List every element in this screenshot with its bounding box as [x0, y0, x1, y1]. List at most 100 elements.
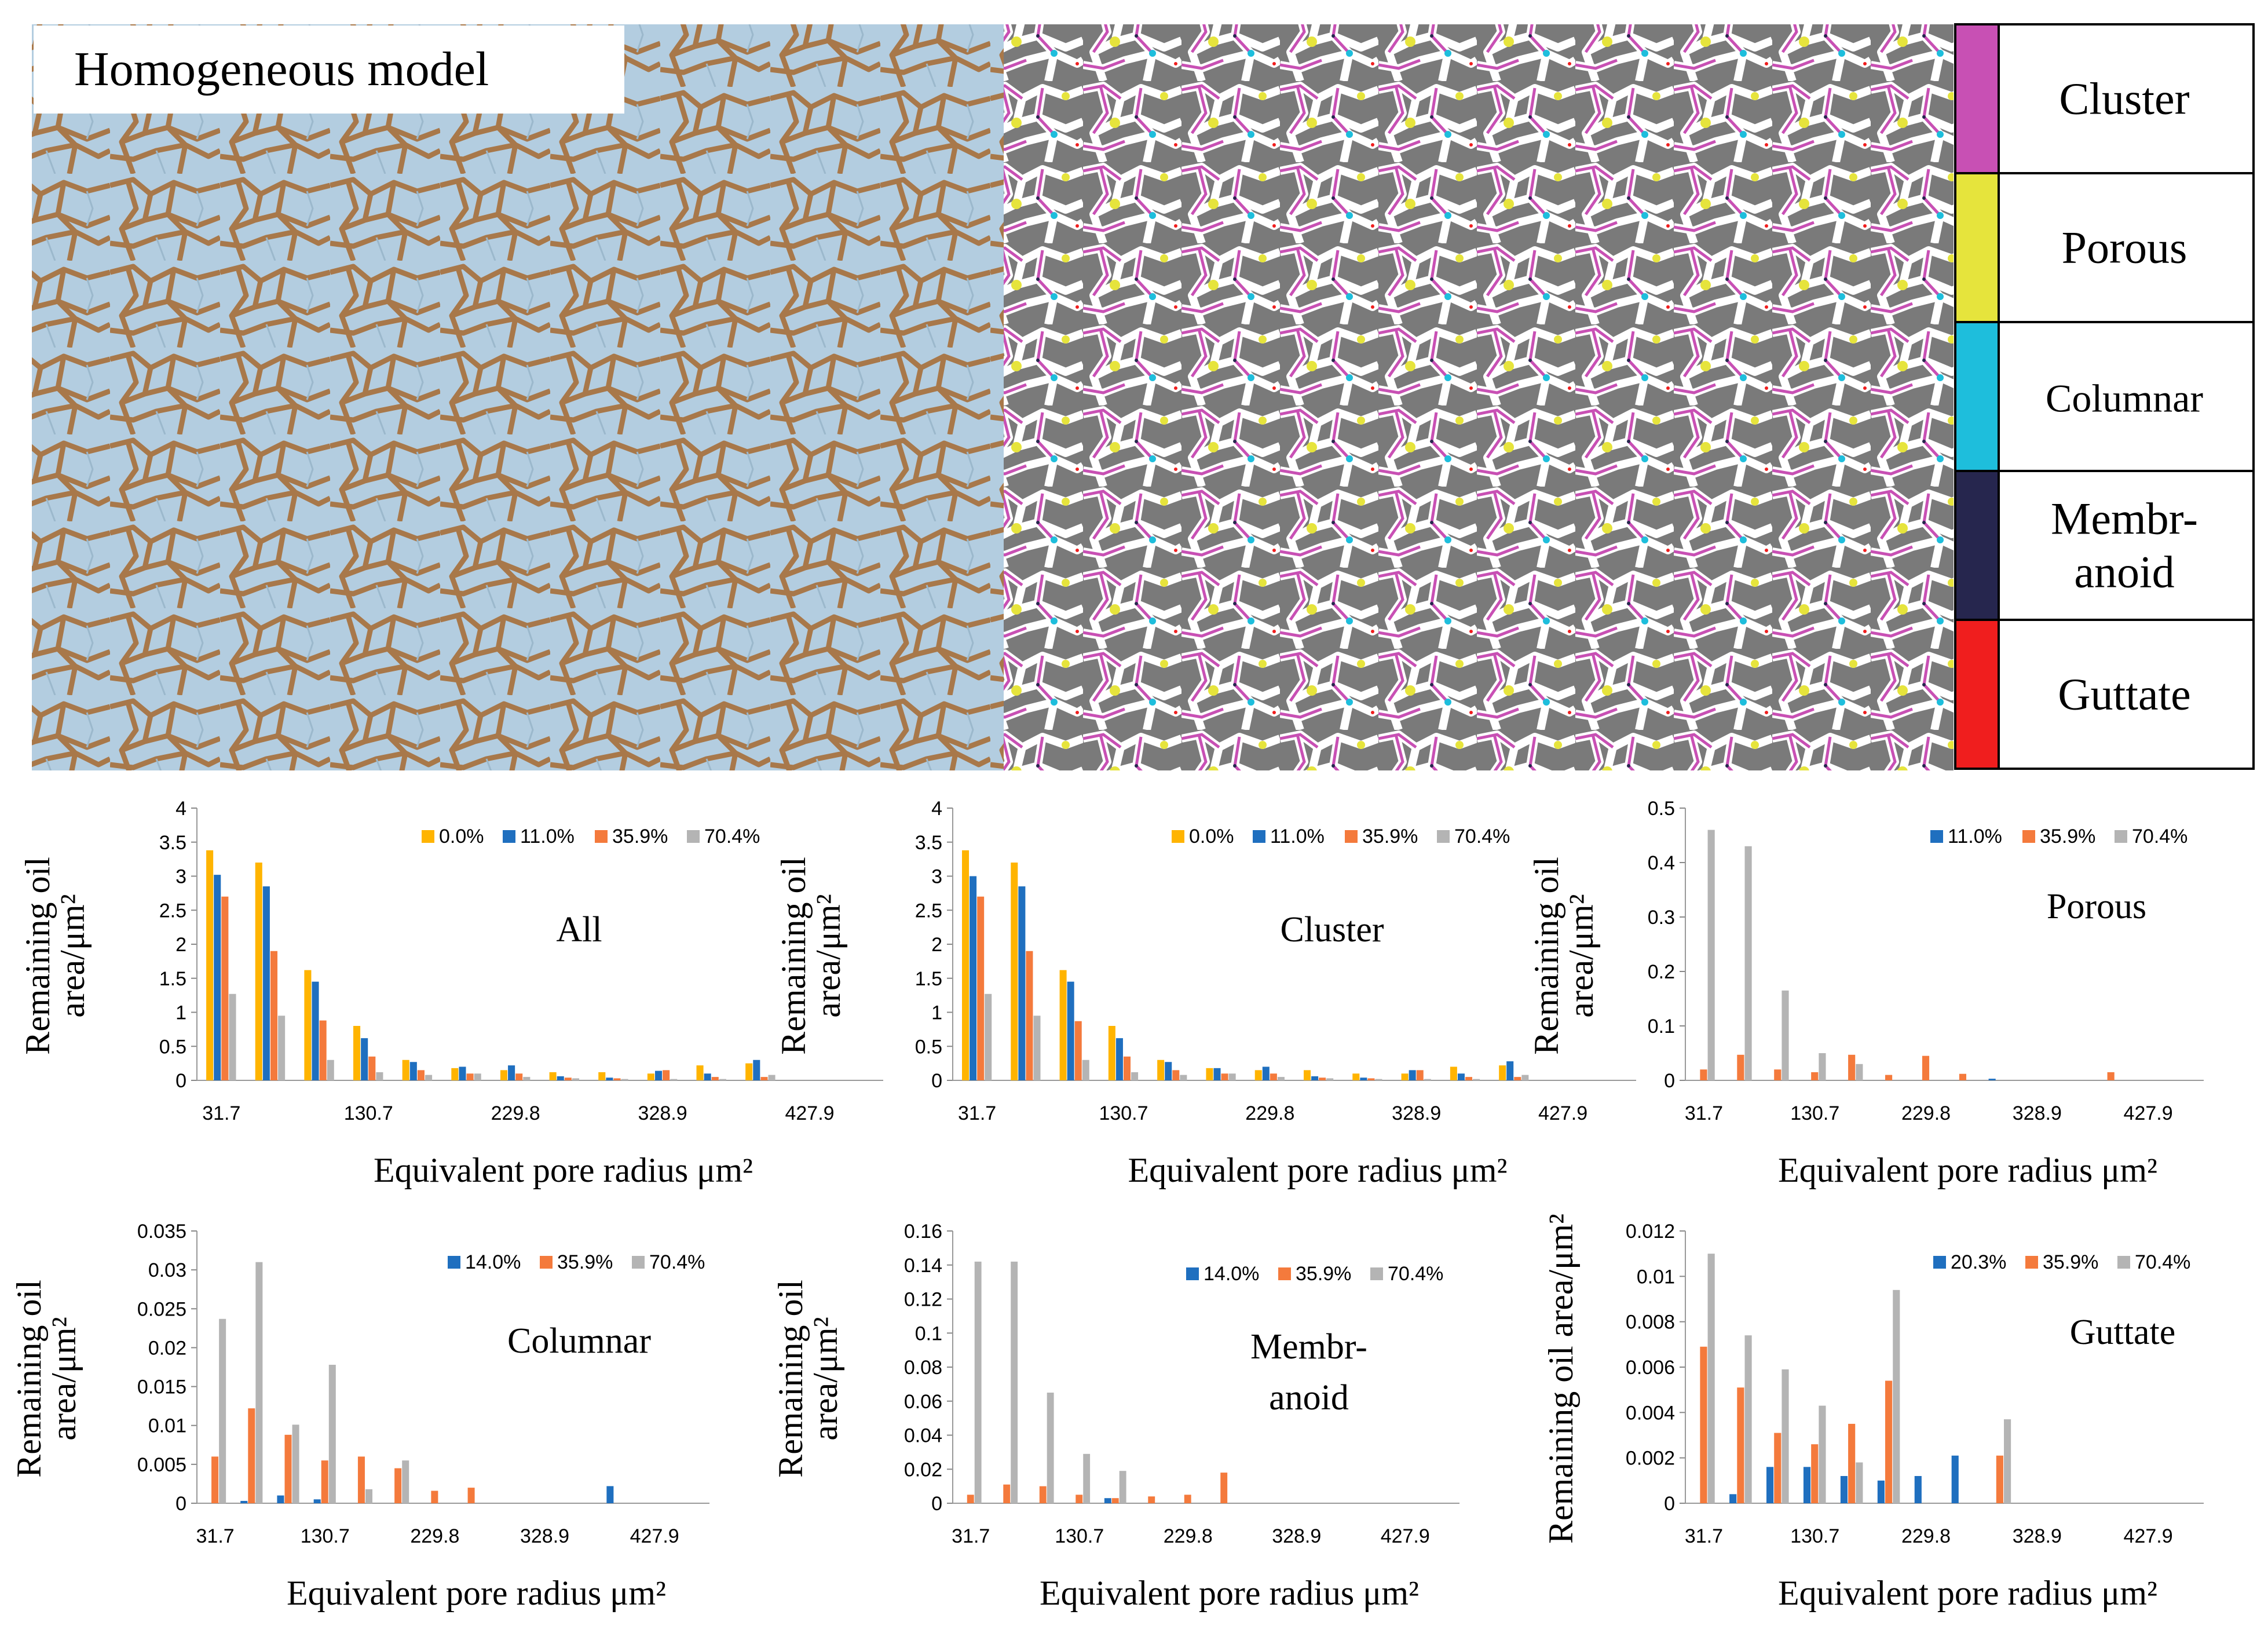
y-tick-label: 3 [931, 866, 942, 888]
bar-110-4 [409, 1062, 417, 1080]
bar-00-7 [1304, 1070, 1311, 1080]
y-tick-label: 0.5 [915, 1036, 942, 1058]
y-tick-label: 0.14 [904, 1255, 942, 1277]
y-tick-label: 0.002 [1626, 1448, 1675, 1470]
bar-110-8 [606, 1077, 613, 1080]
y-tick-label: 2.5 [159, 900, 186, 922]
bar-110-3 [1115, 1038, 1123, 1080]
y-tick-label: 0.2 [1648, 961, 1675, 983]
bar-00-3 [1108, 1026, 1115, 1080]
bar-00-0 [206, 850, 214, 1080]
y-tick-label: 0.02 [904, 1459, 942, 1481]
y-tick-label: 1.5 [159, 968, 186, 990]
legend-label-1: Porous [2062, 222, 2187, 273]
legend-cell-0 [1998, 23, 2255, 174]
legend-swatch-4 [1954, 619, 2000, 770]
bar-00-9 [647, 1073, 654, 1080]
bar-704-8 [621, 1079, 628, 1080]
bar-359-4 [417, 1070, 425, 1080]
bar-359-5 [466, 1073, 474, 1080]
bar-140-4 [1104, 1498, 1111, 1503]
bar-359-0 [1700, 1069, 1707, 1080]
classified-pore-map [1004, 24, 1954, 770]
x-tick-label: 130.7 [1099, 1102, 1148, 1124]
bar-359-3 [1124, 1056, 1131, 1080]
bar-00-5 [451, 1068, 459, 1080]
bar-359-3 [321, 1460, 328, 1503]
y-axis-label: Remaining oil [774, 857, 813, 1055]
x-tick-label: 427.9 [2124, 1525, 2173, 1547]
y-tick-label: 2.5 [915, 900, 942, 922]
bar-704-2 [1047, 1393, 1054, 1503]
x-tick-label: 130.7 [344, 1102, 393, 1124]
top-figure: Homogeneous model Cluster Porous Columnar M… [32, 23, 2255, 770]
bar-359-7 [467, 1488, 475, 1503]
x-tick-label: 328.9 [1272, 1525, 1321, 1547]
legend-entry: 14.0% [465, 1251, 521, 1273]
bar-704-6 [1277, 1077, 1285, 1080]
legend-marker [632, 1256, 645, 1269]
y-tick-label: 0.008 [1626, 1311, 1675, 1334]
bar-359-6 [1922, 1055, 1930, 1080]
x-tick-label: 229.8 [1245, 1102, 1294, 1124]
legend-label-0: Cluster [2059, 74, 2189, 124]
legend-marker [595, 830, 608, 843]
legend-entry: 70.4% [704, 825, 760, 847]
x-tick-label: 427.9 [1538, 1102, 1587, 1124]
bar-00-6 [500, 1070, 508, 1080]
bar-110-8 [1988, 1079, 1996, 1080]
legend-entry: 35.9% [612, 825, 668, 847]
bar-704-3 [1131, 1072, 1139, 1080]
bar-110-0 [214, 875, 221, 1080]
bar-359-5 [1221, 1073, 1228, 1080]
bar-704-4 [425, 1075, 433, 1080]
bar-110-10 [1457, 1073, 1465, 1080]
bar-203-4 [1840, 1476, 1848, 1503]
bar-00-8 [1352, 1073, 1360, 1080]
legend-marker [1437, 830, 1450, 843]
bar-704-1 [1744, 846, 1752, 1080]
chart-title: Columnar [507, 1321, 651, 1361]
legend-marker [1172, 830, 1184, 843]
bar-110-8 [1360, 1077, 1367, 1080]
bar-704-2 [1782, 1369, 1789, 1503]
bar-359-10 [1465, 1077, 1473, 1080]
y-axis-label: Remaining oil area/μm² [1542, 1214, 1580, 1544]
y-tick-label: 0 [931, 1493, 942, 1515]
legend-marker [448, 1256, 460, 1269]
y-tick-label: 3 [175, 866, 186, 888]
bar-704-1 [255, 1262, 263, 1503]
x-tick-label: 229.8 [491, 1102, 540, 1124]
chart-panel-1: 0 0.5 1 1.5 2 2.5 3 3.5 4 31.7 130.7 229.8 328.9 427.… [774, 798, 1636, 1189]
bar-704-0 [1707, 1254, 1715, 1503]
x-tick-label: 427.9 [785, 1102, 834, 1124]
bar-110-6 [1262, 1066, 1270, 1080]
legend-marker [1345, 830, 1358, 843]
legend-swatch-1 [1954, 172, 2000, 323]
bar-704-1 [1744, 1335, 1752, 1503]
bar-110-1 [262, 886, 270, 1080]
y-tick-label: 2 [175, 934, 186, 956]
bar-704-2 [327, 1060, 334, 1080]
bar-00-8 [598, 1072, 606, 1080]
x-axis-label: Equivalent pore radius μm² [1778, 1574, 2157, 1612]
bar-359-6 [431, 1490, 438, 1503]
bar-704-6 [523, 1077, 531, 1080]
bar-00-2 [1059, 970, 1067, 1080]
chart-title: Porous [2047, 887, 2146, 926]
bar-140-3 [313, 1499, 321, 1503]
y-tick-label: 0.035 [137, 1221, 186, 1243]
legend-marker [2115, 830, 2127, 843]
x-tick-label: 229.8 [410, 1525, 459, 1547]
y-tick-label: 3.5 [915, 832, 942, 854]
bar-110-2 [1067, 981, 1074, 1080]
x-axis-label: Equivalent pore radius μm² [1778, 1151, 2157, 1189]
legend-marker [1253, 830, 1265, 843]
bar-359-8 [1367, 1078, 1375, 1080]
y-tick-label: 0 [1664, 1070, 1675, 1092]
bar-704-5 [474, 1073, 481, 1080]
bar-359-2 [1774, 1433, 1782, 1503]
bar-704-0 [985, 993, 992, 1080]
bar-704-4 [1119, 1471, 1126, 1503]
legend-entry: 35.9% [2040, 825, 2095, 847]
